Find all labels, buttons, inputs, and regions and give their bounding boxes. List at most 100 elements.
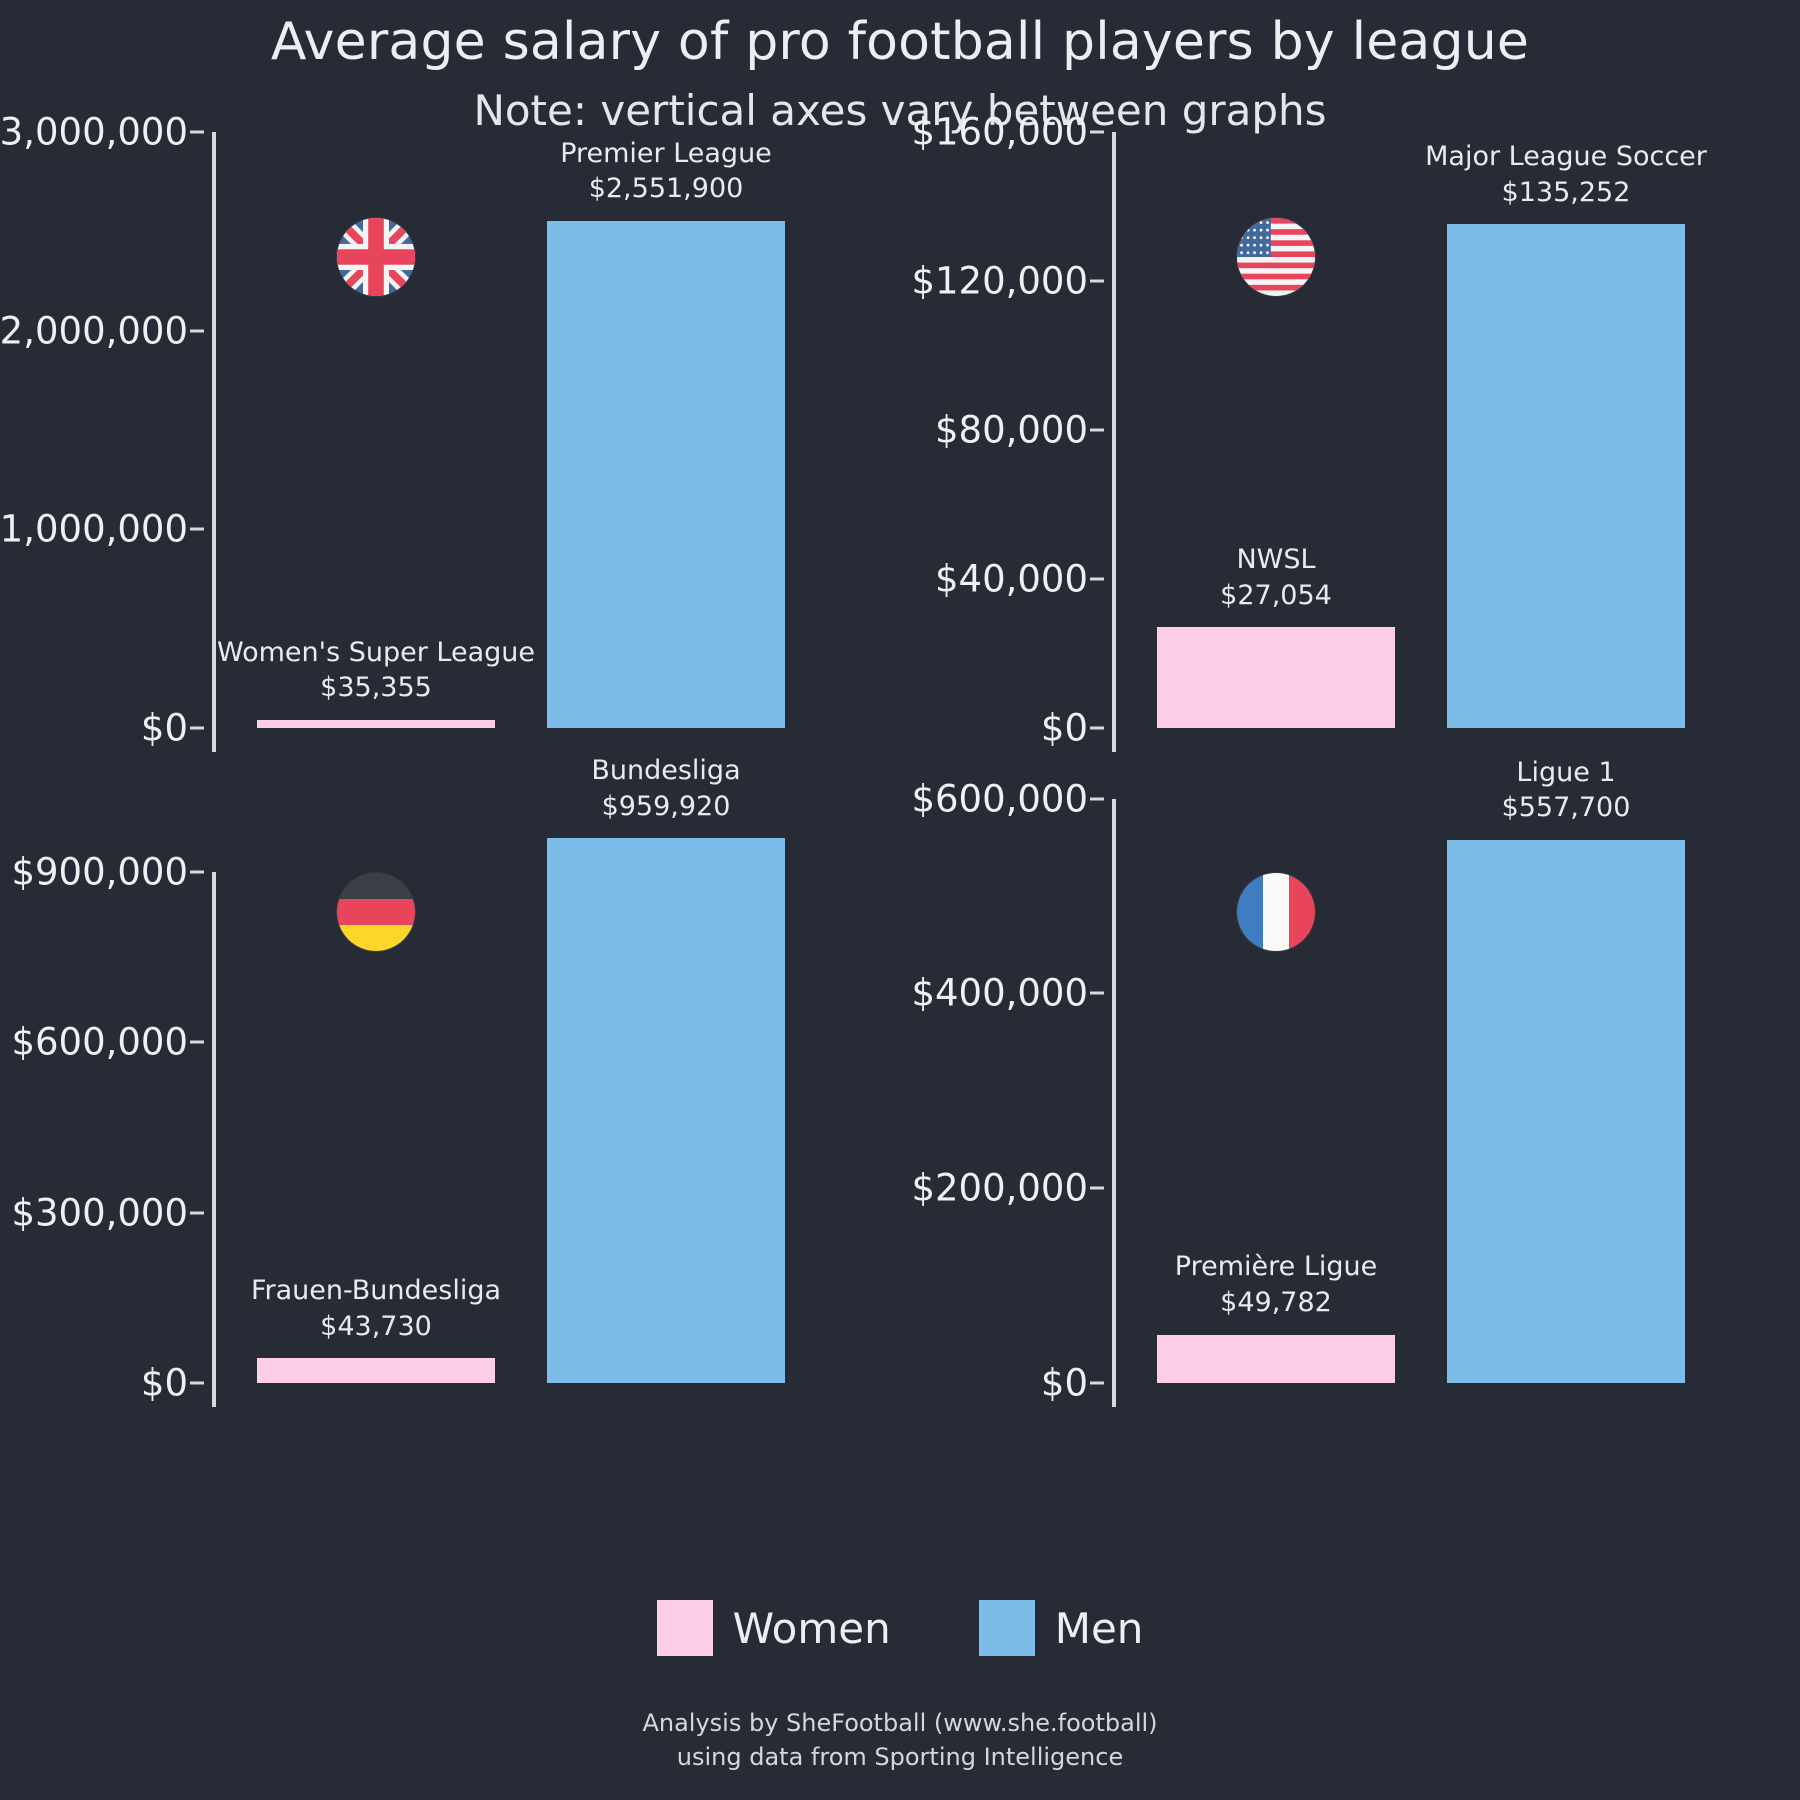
league-value: $557,700: [1501, 792, 1631, 824]
y-tick-mark: [190, 1040, 204, 1044]
league-value: $959,920: [601, 790, 731, 822]
y-tick-label: $0: [140, 706, 188, 750]
y-axis-germany: $0 $300,000 $600,000 $900,000: [0, 787, 210, 1407]
y-axis-uk: $0 $1,000,000 $2,000,000 $3,000,000: [0, 111, 210, 752]
league-name: Frauen-Bundesliga: [250, 1274, 502, 1306]
y-tick-label: $600,000: [911, 777, 1088, 821]
bar-label-uk-men: Premier League $2,551,900: [560, 136, 772, 207]
legend-label-men: Men: [1054, 1603, 1144, 1653]
y-tick-label: $200,000: [911, 1166, 1088, 1210]
flag-germany-icon: [337, 873, 415, 952]
y-tick-mark: [1090, 577, 1104, 581]
bar-usa-men[interactable]: [1447, 224, 1685, 728]
y-tick-mark: [190, 726, 204, 730]
league-value: $49,782: [1220, 1286, 1332, 1318]
plot-area-uk: Women's Super League $35,355 Premier Leagu…: [216, 132, 900, 752]
y-tick-label: $3,000,000: [0, 110, 188, 154]
chart-header: Average salary of pro football players b…: [0, 0, 1800, 135]
league-value: $2,551,900: [588, 173, 744, 205]
league-value: $35,355: [320, 672, 432, 704]
plot-area-france: Première Ligue $49,782 Ligue 1 $557,700: [1116, 757, 1800, 1407]
y-tick-mark: [1090, 130, 1104, 134]
y-tick-label: $400,000: [911, 971, 1088, 1015]
y-tick-mark: [1090, 1381, 1104, 1385]
y-axis-spine: [1112, 798, 1116, 1407]
chart-legend: Women Men: [0, 1600, 1800, 1656]
y-tick-label: $120,000: [911, 259, 1088, 303]
y-axis-usa: $0 $40,000 $80,000 $120,000 $160,000: [900, 111, 1110, 752]
y-tick-label: $80,000: [934, 408, 1088, 452]
y-tick-label: $300,000: [11, 1191, 188, 1235]
y-axis-spine: [212, 132, 216, 752]
league-value: $27,054: [1220, 579, 1332, 611]
bar-label-germany-men: Bundesliga $959,920: [591, 753, 740, 824]
plot-area-usa: NWSL $27,054 Major League Soccer $135,252: [1116, 132, 1800, 752]
y-tick-mark: [190, 329, 204, 333]
footer-line-1: Analysis by SheFootball (www.she.footbal…: [642, 1709, 1158, 1737]
league-value: $135,252: [1501, 176, 1631, 208]
y-tick-label: $0: [1040, 1361, 1088, 1405]
y-axis-spine: [212, 872, 216, 1407]
flag-united-states-icon: [1237, 218, 1315, 297]
plot-area-germany: Frauen-Bundesliga $43,730 Bundesliga $959,9…: [216, 755, 900, 1407]
y-tick-label: $2,000,000: [0, 309, 188, 353]
league-name: Première Ligue: [1174, 1251, 1378, 1283]
y-tick-mark: [190, 870, 204, 874]
bar-label-germany-women: Frauen-Bundesliga $43,730: [251, 1273, 501, 1344]
bar-label-usa-women: NWSL $27,054: [1220, 542, 1332, 613]
bar-uk-women[interactable]: [257, 720, 495, 728]
y-tick-mark: [1090, 279, 1104, 283]
bar-uk-men[interactable]: [547, 221, 785, 728]
bar-label-france-women: Première Ligue $49,782: [1175, 1249, 1377, 1320]
league-name: Women's Super League: [216, 636, 536, 668]
bar-france-women[interactable]: [1157, 1334, 1395, 1383]
y-axis-france: $0 $200,000 $400,000 $600,000: [900, 777, 1110, 1407]
league-name: Major League Soccer: [1425, 140, 1707, 172]
y-tick-label: $160,000: [911, 110, 1088, 154]
legend-swatch-women-icon: [656, 1600, 713, 1656]
y-tick-mark: [1090, 1186, 1104, 1190]
league-name: NWSL: [1236, 543, 1316, 575]
bar-germany-women[interactable]: [257, 1358, 495, 1383]
y-tick-mark: [190, 1211, 204, 1215]
bar-germany-men[interactable]: [547, 838, 785, 1383]
footer-line-2: using data from Sporting Intelligence: [676, 1743, 1124, 1772]
bar-france-men[interactable]: [1447, 839, 1685, 1383]
legend-label-women: Women: [732, 1603, 891, 1653]
subplot-france: $0 $200,000 $400,000 $600,000 Première Ligue…: [900, 757, 1800, 1407]
page-title: Average salary of pro football players b…: [270, 12, 1530, 72]
bar-label-usa-men: Major League Soccer $135,252: [1425, 139, 1707, 210]
y-tick-label: $40,000: [934, 557, 1088, 601]
y-axis-spine: [1112, 132, 1116, 752]
y-tick-label: $0: [140, 1361, 188, 1405]
subplot-grid: $0 $1,000,000 $2,000,000 $3,000,000 Women's …: [0, 111, 1800, 1562]
legend-item-men: Men: [978, 1600, 1144, 1656]
league-value: $43,730: [320, 1310, 432, 1342]
y-tick-label: $900,000: [11, 850, 188, 894]
y-tick-mark: [1090, 797, 1104, 801]
y-tick-mark: [1090, 991, 1104, 995]
bar-label-uk-women: Women's Super League $35,355: [217, 635, 535, 706]
y-tick-mark: [190, 130, 204, 134]
flag-france-icon: [1237, 873, 1315, 952]
legend-swatch-men-icon: [978, 1600, 1035, 1656]
y-tick-mark: [190, 527, 204, 531]
y-tick-label: $600,000: [11, 1020, 188, 1064]
flag-united-kingdom-icon: [337, 218, 415, 297]
legend-item-women: Women: [656, 1600, 891, 1656]
league-name: Bundesliga: [591, 754, 741, 786]
league-name: Ligue 1: [1516, 756, 1616, 788]
bar-usa-women[interactable]: [1157, 627, 1395, 728]
subplot-uk: $0 $1,000,000 $2,000,000 $3,000,000 Women's …: [0, 111, 900, 752]
y-tick-mark: [1090, 428, 1104, 432]
subplot-usa: $0 $40,000 $80,000 $120,000 $160,000 NWSL $27,…: [900, 111, 1800, 752]
chart-subtitle: Note: vertical axes vary between graphs: [473, 86, 1327, 135]
bar-label-france-men: Ligue 1 $557,700: [1502, 755, 1631, 826]
y-tick-mark: [190, 1381, 204, 1385]
league-name: Premier League: [560, 137, 772, 169]
chart-footer: Analysis by SheFootball (www.she.footbal…: [0, 1706, 1800, 1774]
y-tick-label: $0: [1040, 706, 1088, 750]
y-tick-label: $1,000,000: [0, 507, 188, 551]
y-tick-mark: [1090, 726, 1104, 730]
